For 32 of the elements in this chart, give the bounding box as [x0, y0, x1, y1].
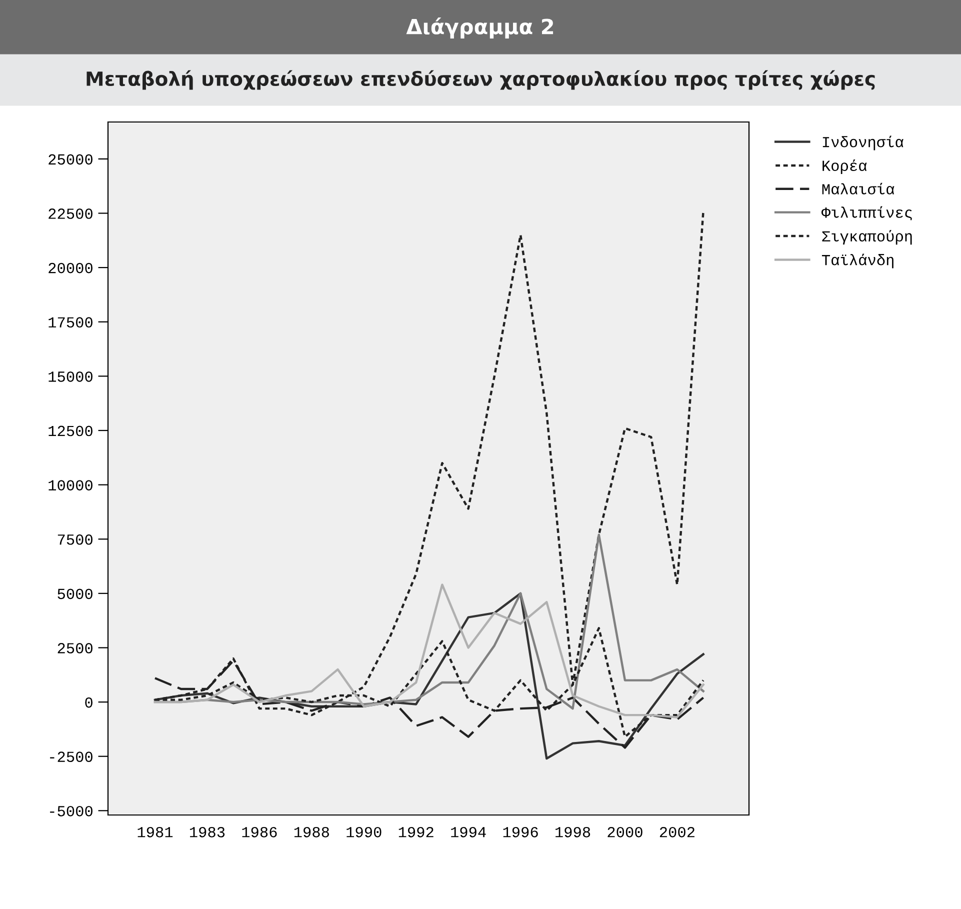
y-tick-label: 2500 [58, 643, 92, 654]
legend-label: Σιγκαπούρη [822, 230, 912, 245]
legend-label: Μαλαισία [822, 182, 894, 194]
y-tick-label: 7500 [58, 534, 92, 545]
x-tick-label: 2002 [660, 826, 694, 838]
x-tick-label: 2000 [608, 826, 642, 838]
y-tick-label: -2500 [50, 752, 92, 762]
x-tick-label: 1998 [556, 826, 590, 838]
chart-title: Διάγραμμα 2 [406, 17, 554, 39]
y-tick-label: 22500 [48, 208, 92, 219]
x-tick-label: 1994 [451, 826, 486, 838]
legend-label: Ταϊλάνδη [822, 254, 894, 268]
y-tick-label: 5000 [58, 588, 92, 600]
x-tick-label: 1996 [503, 826, 538, 838]
y-tick-label: -5000 [50, 806, 92, 816]
legend-label: Φιλιππίνες [821, 206, 912, 220]
x-tick-label: 1986 [242, 826, 277, 838]
chart-subtitle: Μεταβολή υποχρεώσεων επενδύσεων χαρτοφυλακίου προς τρίτες χώρες [86, 70, 875, 90]
x-tick-label: 1981 [138, 826, 173, 838]
y-tick-label: 0 [85, 697, 92, 708]
y-tick-label: 10000 [48, 480, 92, 490]
y-tick-label: 20000 [48, 262, 92, 274]
y-tick-label: 25000 [48, 154, 92, 165]
x-tick-label: 1992 [398, 826, 434, 838]
x-tick-label: 1990 [346, 826, 382, 838]
y-tick-label: 17500 [48, 317, 92, 328]
y-tick-label: 12500 [48, 426, 92, 436]
x-tick-label: 1983 [190, 826, 225, 838]
x-tick-label: 1988 [294, 826, 329, 838]
legend-label: Ινδονησία [822, 136, 904, 150]
y-tick-label: 15000 [48, 371, 92, 382]
legend-label: Κορέα [822, 159, 867, 174]
